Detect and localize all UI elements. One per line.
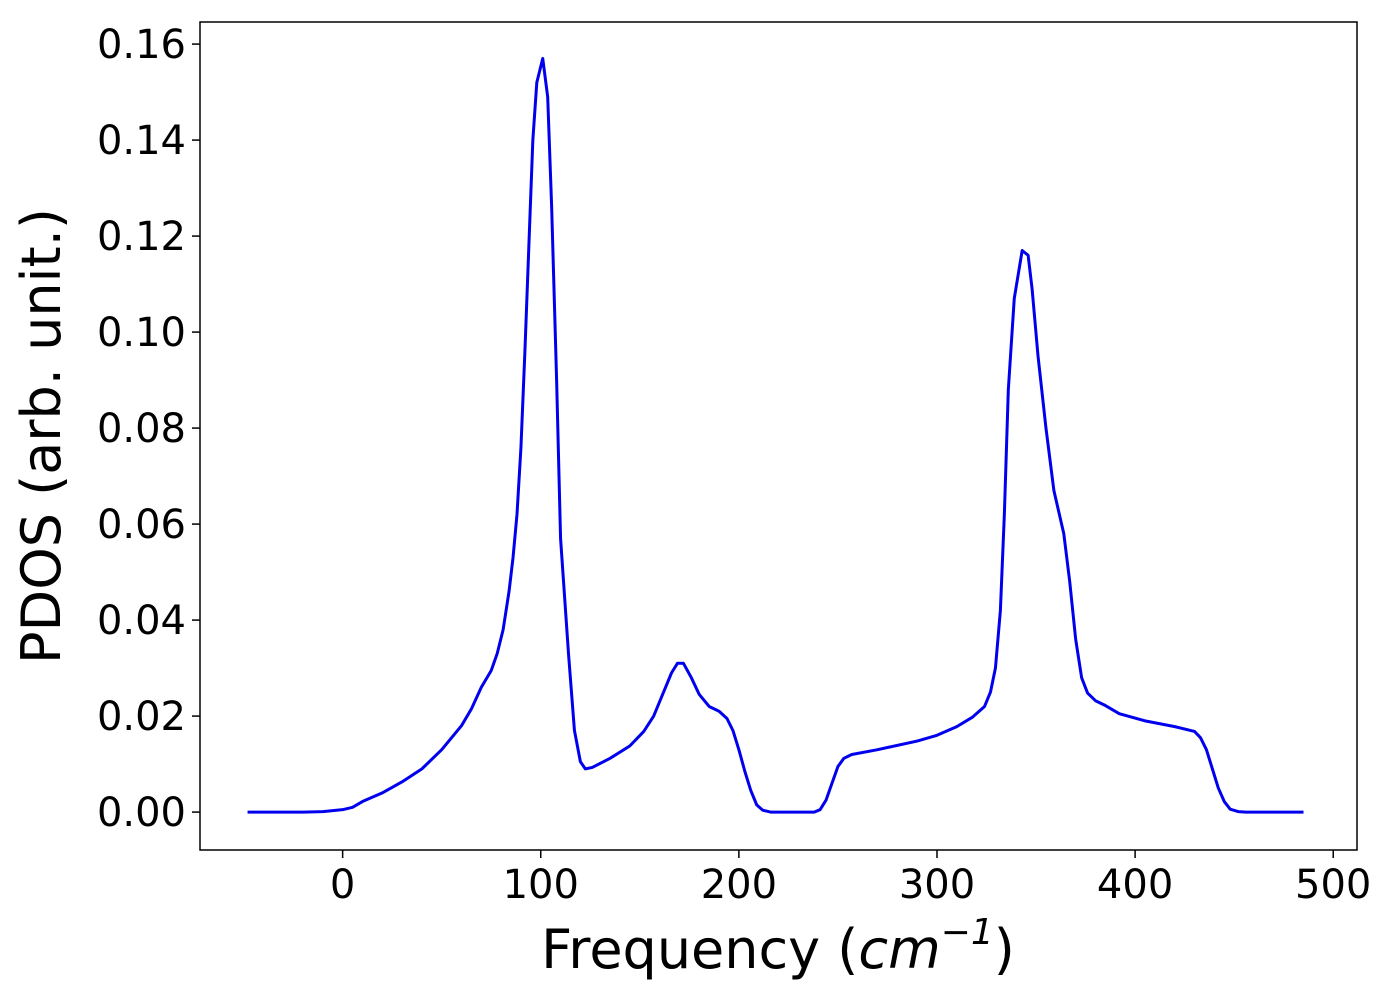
y-axis-label: PDOS (arb. unit.) [10,208,73,664]
x-label-prefix: Frequency ( [541,918,858,981]
y-tick-label: 0.04 [97,598,186,644]
x-label-unit: cm [858,918,940,981]
x-label-exponent: −1 [941,912,994,953]
y-tick-label: 0.08 [97,406,186,452]
y-tick-label: 0.00 [97,790,186,836]
x-tick-label: 400 [1097,862,1173,908]
x-tick-label: 0 [330,862,355,908]
pdos-line [247,56,1304,814]
x-tick-label: 500 [1295,862,1371,908]
plot-frame [199,21,1358,851]
y-tick-label: 0.14 [97,118,186,164]
y-tick-label: 0.16 [97,22,186,68]
x-tick-label: 200 [701,862,777,908]
y-tick-label: 0.02 [97,694,186,740]
y-tick-label: 0.12 [97,214,186,260]
x-tick-label: 300 [899,862,975,908]
y-tick-label: 0.06 [97,502,186,548]
x-label-suffix: ) [994,918,1015,981]
x-tick-label: 100 [503,862,579,908]
x-axis-label: Frequency (cm−1) [541,912,1015,981]
y-tick-label: 0.10 [97,310,186,356]
